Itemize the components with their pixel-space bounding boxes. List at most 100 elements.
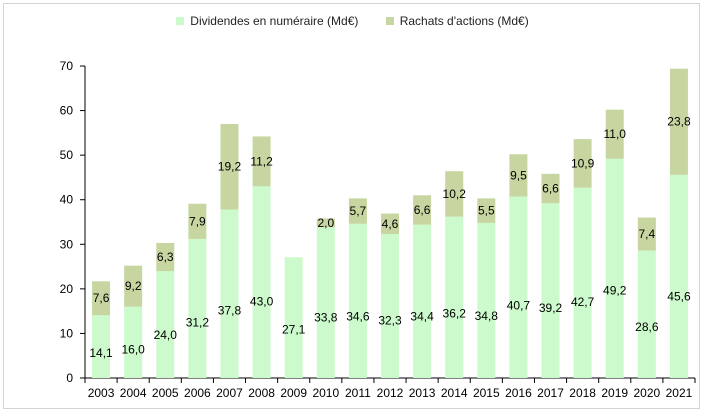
x-tick-label: 2011 — [345, 386, 371, 400]
bar-buybacks — [188, 203, 207, 239]
data-label-buybacks: 5,5 — [478, 204, 495, 218]
bar-buybacks — [445, 171, 464, 217]
bar-dividends — [669, 174, 688, 378]
y-tick-label: 30 — [60, 237, 74, 251]
x-tick-label: 2003 — [88, 386, 115, 400]
legend-item-buybacks: Rachats d'actions (Md€) — [385, 14, 529, 28]
bar-dividends — [252, 186, 271, 378]
data-label-dividends: 16,0 — [121, 342, 145, 356]
data-label-buybacks: 10,2 — [443, 187, 467, 201]
data-label-dividends: 36,2 — [443, 306, 467, 320]
x-tick-label: 2021 — [666, 386, 693, 400]
x-tick-label: 2005 — [152, 386, 179, 400]
x-tick-label: 2019 — [601, 386, 628, 400]
x-tick-label: 2012 — [377, 386, 404, 400]
bar-buybacks — [541, 173, 560, 204]
x-tick-label: 2006 — [184, 386, 211, 400]
bar-buybacks — [669, 68, 688, 175]
legend-label-buybacks: Rachats d'actions (Md€) — [399, 14, 529, 28]
bar-buybacks — [509, 154, 528, 197]
data-label-dividends: 37,8 — [218, 304, 242, 318]
legend-item-dividends: Dividendes en numéraire (Md€) — [176, 14, 358, 28]
bar-buybacks — [220, 123, 239, 210]
data-label-buybacks: 9,2 — [125, 279, 142, 293]
legend: Dividendes en numéraire (Md€) Rachats d'… — [0, 14, 705, 28]
data-label-buybacks: 7,9 — [189, 214, 206, 228]
bar-dividends — [381, 234, 399, 378]
x-tick-label: 2008 — [248, 386, 275, 400]
data-label-buybacks: 11,0 — [604, 127, 627, 141]
data-label-buybacks: 7,4 — [638, 227, 655, 241]
x-tick-label: 2020 — [633, 386, 660, 400]
bar-dividends — [605, 158, 624, 378]
bar-buybacks — [413, 195, 432, 225]
y-tick-label: 40 — [60, 193, 74, 207]
data-label-dividends: 39,2 — [539, 301, 563, 315]
bar-dividends — [445, 216, 464, 378]
data-label-dividends: 32,3 — [378, 313, 402, 327]
legend-swatch-dividends — [176, 17, 185, 25]
legend-swatch-buybacks — [385, 17, 394, 25]
data-label-dividends: 34,6 — [346, 309, 370, 323]
y-tick-label: 0 — [66, 371, 73, 385]
x-tick-label: 2007 — [216, 386, 243, 400]
bar-buybacks — [92, 281, 111, 316]
bar-buybacks — [477, 198, 496, 223]
bar-buybacks — [348, 198, 367, 224]
bar-dividends — [477, 222, 496, 378]
y-tick-label: 50 — [60, 148, 74, 162]
y-tick-label: 70 — [60, 59, 74, 73]
data-label-dividends: 40,7 — [507, 298, 531, 312]
x-tick-label: 2017 — [537, 386, 564, 400]
data-label-dividends: 33,8 — [314, 311, 338, 325]
bar-dividends — [413, 224, 432, 378]
data-label-dividends: 28,6 — [635, 320, 659, 334]
data-label-buybacks: 9,5 — [510, 168, 527, 182]
bar-dividends — [92, 315, 111, 378]
data-label-dividends: 24,0 — [154, 328, 178, 342]
data-label-buybacks: 5,7 — [350, 204, 367, 218]
bar-buybacks — [156, 242, 175, 272]
bar-buybacks — [316, 218, 335, 228]
data-label-buybacks: 6,6 — [414, 203, 431, 217]
bar-buybacks — [381, 213, 399, 235]
y-tick-label: 20 — [60, 282, 74, 296]
x-tick-label: 2009 — [280, 386, 307, 400]
bar-buybacks — [637, 217, 656, 251]
data-label-buybacks: 19,2 — [218, 160, 242, 174]
data-label-buybacks: 23,8 — [667, 115, 691, 129]
data-label-dividends: 49,2 — [603, 283, 627, 297]
bar-dividends — [188, 238, 207, 378]
bar-buybacks — [605, 109, 624, 159]
x-tick-label: 2014 — [441, 386, 468, 400]
data-label-buybacks: 7,6 — [93, 291, 110, 305]
data-label-dividends: 31,2 — [186, 315, 210, 329]
bar-dividends — [220, 209, 239, 378]
data-label-dividends: 27,1 — [282, 323, 306, 337]
bar-dividends — [573, 187, 592, 378]
bar-dividends — [316, 227, 335, 378]
data-label-buybacks: 6,3 — [157, 250, 174, 264]
data-label-buybacks: 4,6 — [382, 217, 399, 231]
data-label-buybacks: 2,0 — [317, 216, 334, 230]
bar-dividends — [348, 223, 367, 378]
x-tick-label: 2010 — [312, 386, 339, 400]
data-label-dividends: 43,0 — [250, 294, 274, 308]
bar-buybacks — [252, 136, 271, 187]
data-label-dividends: 34,8 — [475, 309, 499, 323]
x-tick-label: 2004 — [120, 386, 147, 400]
data-label-dividends: 42,7 — [571, 295, 595, 309]
x-tick-label: 2013 — [409, 386, 436, 400]
bar-dividends — [156, 271, 175, 378]
bar-dividends — [637, 250, 656, 378]
data-label-buybacks: 10,9 — [571, 156, 595, 170]
bar-dividends — [284, 257, 303, 378]
x-tick-label: 2018 — [569, 386, 596, 400]
bar-buybacks — [124, 265, 143, 307]
data-label-dividends: 45,6 — [667, 290, 691, 304]
x-tick-label: 2015 — [473, 386, 500, 400]
bar-dividends — [124, 306, 143, 378]
y-tick-label: 60 — [60, 104, 74, 118]
bar-dividends — [509, 196, 528, 378]
